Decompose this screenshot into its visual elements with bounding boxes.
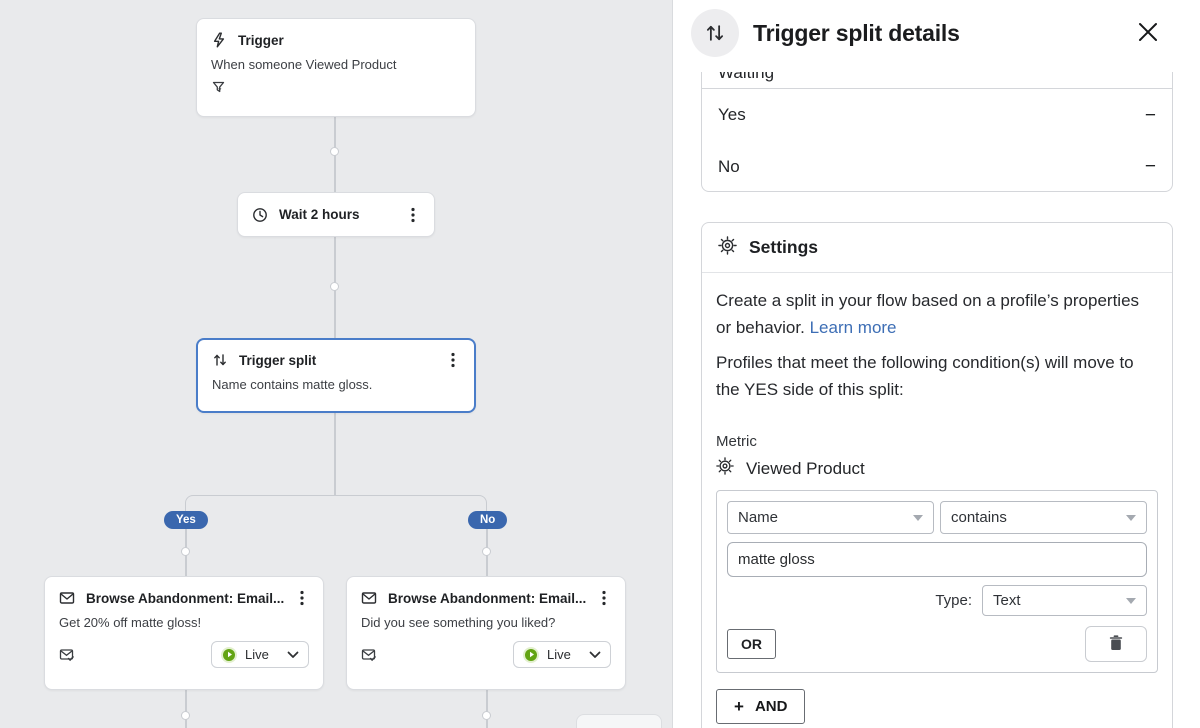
connector-split-branch — [334, 413, 336, 495]
operator-select[interactable]: contains — [940, 501, 1147, 534]
email-node-title: Browse Abandonment: Email... — [388, 590, 586, 606]
trigger-split-details-panel: Waiting Yes − No − Settings Create a spl — [672, 0, 1200, 728]
email-node-subject: Did you see something you liked? — [361, 615, 556, 630]
email-status-label: Live — [547, 647, 571, 662]
panel-title: Trigger split details — [753, 19, 960, 46]
wait-node[interactable]: Wait 2 hours — [237, 192, 435, 237]
close-icon[interactable] — [1134, 18, 1162, 46]
trash-icon — [1109, 634, 1123, 654]
connector-node-dot — [330, 147, 339, 156]
wait-node-title: Wait 2 hours — [279, 207, 360, 222]
email-status-dropdown[interactable]: Live — [513, 641, 611, 668]
path-row-yes: Yes − — [702, 89, 1172, 141]
settings-description: Create a split in your flow based on a p… — [716, 291, 1140, 337]
learn-more-link[interactable]: Learn more — [809, 318, 897, 337]
path-label-yes: Yes — [718, 105, 746, 124]
settings-card-title: Settings — [749, 237, 819, 257]
envelope-icon — [361, 590, 377, 606]
connector-node-dot — [482, 711, 491, 720]
plus-icon: + — [734, 697, 744, 716]
branch-connector — [185, 495, 487, 513]
live-play-icon — [221, 646, 237, 663]
envelope-check-icon — [59, 647, 75, 663]
trigger-split-node-description: Name contains matte gloss. — [212, 377, 373, 392]
and-button-label: AND — [754, 698, 788, 715]
trigger-node-title: Trigger — [238, 32, 284, 48]
type-label: Type: — [935, 592, 972, 609]
canvas-toolbar-peek — [576, 714, 662, 728]
chevron-down-icon — [589, 646, 601, 664]
no-branch-badge: No — [468, 511, 508, 529]
path-label-no: No — [718, 156, 740, 176]
trigger-node-description: When someone Viewed Product — [211, 57, 397, 72]
chevron-down-icon — [287, 646, 299, 664]
settings-card-header: Settings — [702, 223, 1172, 273]
collapse-yes-icon[interactable]: − — [1144, 104, 1156, 126]
property-select[interactable]: Name — [727, 501, 934, 534]
condition-group: Name contains Type: Text — [716, 490, 1158, 673]
delete-condition-button[interactable] — [1085, 626, 1147, 662]
metric-label: Metric — [716, 433, 757, 450]
collapse-no-icon[interactable]: − — [1144, 156, 1156, 177]
connector-node-dot — [181, 711, 190, 720]
condition-value-input[interactable] — [727, 542, 1147, 577]
live-play-icon — [523, 646, 539, 663]
split-arrows-icon — [212, 352, 228, 368]
trigger-split-menu-icon[interactable] — [446, 352, 460, 368]
path-row-no: No − — [702, 141, 1172, 192]
gear-icon — [716, 457, 734, 480]
email-node-yes[interactable]: Browse Abandonment: Email... Get 20% off… — [44, 576, 324, 690]
connector-node-dot — [181, 547, 190, 556]
email-node-menu-icon[interactable] — [295, 590, 309, 606]
email-status-label: Live — [245, 647, 269, 662]
trigger-node[interactable]: Trigger When someone Viewed Product — [196, 18, 476, 117]
metric-value: Viewed Product — [746, 458, 865, 478]
dropdown-caret-icon — [1126, 597, 1136, 604]
or-button[interactable]: OR — [727, 629, 776, 659]
yes-branch-badge: Yes — [164, 511, 208, 529]
envelope-check-icon — [361, 647, 377, 663]
dropdown-caret-icon — [913, 514, 923, 521]
condition-intro-text: Profiles that meet the following conditi… — [716, 353, 1134, 399]
metric-row: Viewed Product — [716, 457, 1158, 480]
split-arrows-icon — [691, 9, 739, 57]
filter-icon — [211, 80, 461, 96]
connector-email2-next — [486, 690, 488, 728]
clock-icon — [252, 207, 268, 223]
settings-card: Settings Create a split in your flow bas… — [701, 222, 1173, 728]
type-select[interactable]: Text — [982, 585, 1147, 616]
flow-canvas[interactable]: Trigger When someone Viewed Product Wait… — [0, 0, 672, 728]
connector-node-dot — [482, 547, 491, 556]
envelope-icon — [59, 590, 75, 606]
email-node-menu-icon[interactable] — [597, 590, 611, 606]
gear-icon — [718, 235, 737, 260]
lightning-icon — [211, 32, 227, 48]
trigger-split-node-title: Trigger split — [239, 352, 317, 368]
email-node-title: Browse Abandonment: Email... — [86, 590, 284, 606]
email-node-subject: Get 20% off matte gloss! — [59, 615, 202, 630]
wait-node-menu-icon[interactable] — [406, 207, 420, 223]
email-status-dropdown[interactable]: Live — [211, 641, 309, 668]
type-select-value: Text — [993, 592, 1021, 609]
trigger-split-node[interactable]: Trigger split Name contains matte gloss. — [196, 338, 476, 413]
panel-header: Trigger split details — [673, 0, 1200, 72]
add-and-condition-button[interactable]: + AND — [716, 689, 806, 724]
connector-node-dot — [330, 282, 339, 291]
email-node-no[interactable]: Browse Abandonment: Email... Did you see… — [346, 576, 626, 690]
connector-email1-next — [185, 690, 187, 728]
operator-select-value: contains — [951, 509, 1007, 526]
property-select-value: Name — [738, 509, 779, 526]
dropdown-caret-icon — [1126, 514, 1136, 521]
